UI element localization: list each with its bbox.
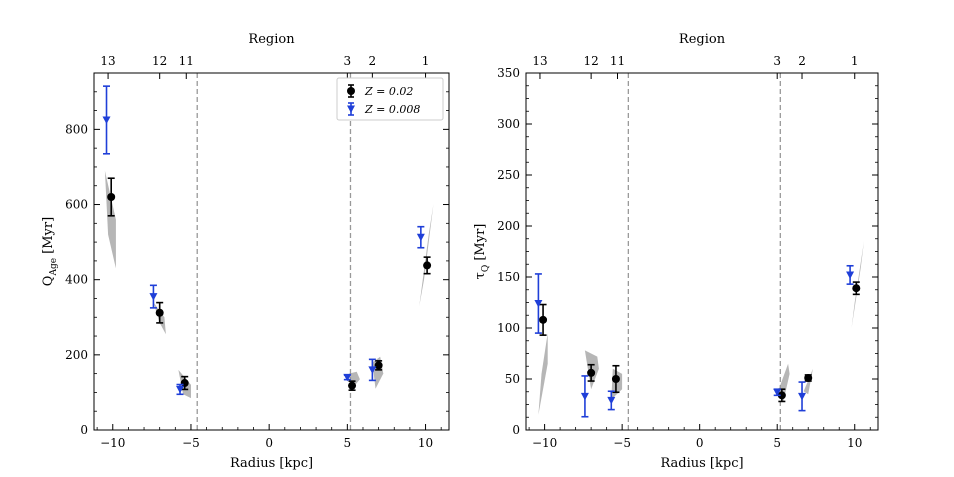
data-point-circle <box>611 375 620 383</box>
top-axis-label: Region <box>248 32 295 47</box>
y-tick-label: 350 <box>497 66 520 80</box>
data-point-triangle <box>149 293 158 301</box>
top-tick-label: 2 <box>798 54 806 68</box>
top-tick-label: 13 <box>532 54 547 68</box>
y-axis-label-main: τ <box>473 272 488 279</box>
y-tick-label: 400 <box>65 273 88 287</box>
y-tick-label: 50 <box>505 372 520 386</box>
series-0 <box>539 281 861 403</box>
data-point-circle <box>777 391 786 400</box>
top-tick-label: 1 <box>851 54 859 68</box>
y-tick-label: 200 <box>65 348 88 362</box>
x-tick-label: 5 <box>344 436 352 450</box>
shaded-region-0 <box>538 333 548 415</box>
top-tick-label: 12 <box>152 54 167 68</box>
y-axis-label-unit: [Myr] <box>41 217 56 258</box>
top-tick-label: 13 <box>100 54 115 68</box>
y-tick-label: 100 <box>497 321 520 335</box>
top-tick-label: 11 <box>179 54 194 68</box>
data-point-triangle <box>798 392 807 401</box>
y-tick-label: 300 <box>497 117 520 131</box>
data-point-triangle <box>176 385 185 394</box>
legend-marker-circle <box>347 87 355 95</box>
data-point-circle <box>180 379 189 388</box>
data-point-circle <box>348 381 357 390</box>
y-axis-label-sub: Q <box>481 265 491 272</box>
x-tick-label: −5 <box>182 436 200 450</box>
y-tick-label: 600 <box>65 198 88 212</box>
y-tick-label: 150 <box>497 270 520 284</box>
data-point-circle <box>852 284 861 293</box>
data-point-circle <box>374 361 383 370</box>
x-tick-label: −10 <box>532 436 557 450</box>
shaded-region-5 <box>419 204 434 306</box>
data-point-circle <box>155 308 164 317</box>
y-axis-label-main: Q <box>41 276 56 287</box>
y-axis-label-sub: Age <box>49 258 59 277</box>
x-axis-label: Radius [kpc] <box>660 456 743 471</box>
x-tick-label: −5 <box>613 436 631 450</box>
top-tick-label: 11 <box>610 54 625 68</box>
y-axis-label-unit: [Myr] <box>473 224 488 265</box>
data-point-triangle <box>773 388 782 397</box>
series-1 <box>102 85 425 396</box>
data-point-triangle <box>580 392 589 401</box>
top-tick-label: 3 <box>773 54 781 68</box>
shaded-region-0 <box>104 170 116 269</box>
x-tick-label: −10 <box>100 436 125 450</box>
y-tick-label: 250 <box>497 168 520 182</box>
top-tick-label: 3 <box>344 54 352 68</box>
data-point-circle <box>423 261 432 270</box>
x-tick-label: 0 <box>265 436 273 450</box>
axes-frame <box>525 72 879 431</box>
series-0 <box>107 177 432 391</box>
data-point-triangle <box>416 233 425 242</box>
legend-marker-triangle <box>347 105 355 113</box>
y-tick-label: 0 <box>512 423 520 437</box>
data-point-triangle <box>102 116 111 124</box>
data-point-circle <box>107 193 116 202</box>
top-tick-label: 2 <box>369 54 377 68</box>
top-tick-label: 12 <box>583 54 598 68</box>
data-point-triangle <box>368 366 377 374</box>
y-tick-label: 800 <box>65 122 88 136</box>
legend-label: Z = 0.008 <box>364 103 420 116</box>
legend: Z = 0.02 Z = 0.008 <box>336 77 444 121</box>
x-tick-label: 0 <box>696 436 704 450</box>
data-point-circle <box>587 368 596 377</box>
top-axis-label: Region <box>679 32 726 47</box>
y-tick-label: 0 <box>80 423 88 437</box>
data-point-triangle <box>846 271 855 279</box>
legend-frame <box>336 77 444 121</box>
x-axis-label: Radius [kpc] <box>230 456 313 471</box>
y-axis-label: τQ [Myr] <box>473 224 491 280</box>
y-axis-label: QAge [Myr] <box>41 217 59 286</box>
data-point-triangle <box>607 396 616 405</box>
data-point-triangle <box>343 373 352 382</box>
y-tick-label: 200 <box>497 219 520 233</box>
data-point-circle <box>539 315 548 324</box>
data-point-circle <box>804 373 813 382</box>
x-tick-label: 10 <box>847 436 862 450</box>
data-point-triangle <box>534 300 543 308</box>
x-tick-label: 5 <box>773 436 781 450</box>
x-tick-label: 10 <box>418 436 433 450</box>
axes-frame <box>93 72 450 431</box>
legend-label: Z = 0.02 <box>364 85 413 98</box>
top-tick-label: 1 <box>422 54 430 68</box>
series-1 <box>534 264 855 418</box>
